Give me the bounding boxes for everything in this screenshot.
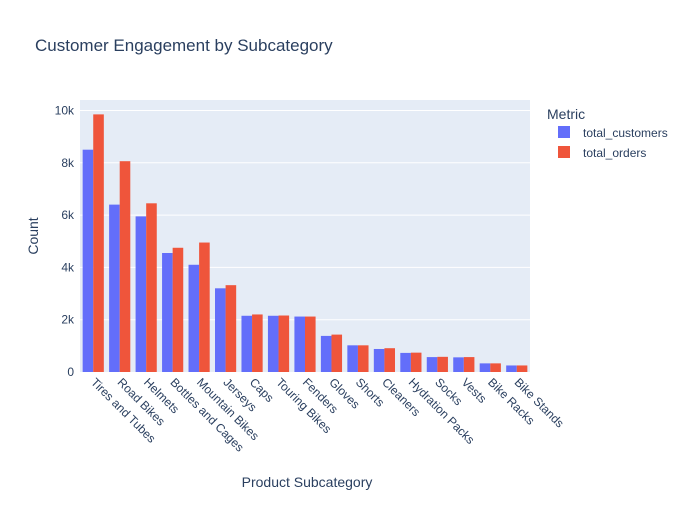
chart-title: Customer Engagement by Subcategory bbox=[35, 36, 333, 55]
bar-total_orders[interactable] bbox=[199, 242, 210, 372]
bar-total_orders[interactable] bbox=[331, 334, 343, 372]
bar-total_customers[interactable] bbox=[267, 315, 279, 372]
bar-total_customers[interactable] bbox=[506, 365, 517, 372]
bar-total_customers[interactable] bbox=[400, 352, 411, 372]
bar-total_customers[interactable] bbox=[215, 288, 226, 372]
bar-total_orders[interactable] bbox=[437, 356, 448, 372]
y-tick-label: 4k bbox=[61, 260, 75, 274]
legend-swatch[interactable] bbox=[558, 126, 570, 138]
bar-total_customers[interactable] bbox=[135, 216, 147, 372]
bar-total_customers[interactable] bbox=[82, 149, 94, 372]
bar-total_customers[interactable] bbox=[320, 335, 332, 372]
bar-total_orders[interactable] bbox=[278, 315, 290, 372]
bar-total_customers[interactable] bbox=[373, 348, 385, 372]
bar-total_customers[interactable] bbox=[294, 316, 305, 372]
bar-total_orders[interactable] bbox=[305, 316, 316, 372]
bar-total_orders[interactable] bbox=[172, 247, 184, 372]
bar-total_customers[interactable] bbox=[109, 204, 120, 372]
bar-total_customers[interactable] bbox=[241, 315, 253, 372]
legend-title: Metric bbox=[547, 106, 585, 122]
legend-swatch[interactable] bbox=[558, 146, 570, 158]
bar-total_orders[interactable] bbox=[410, 352, 422, 372]
y-axis-label: Count bbox=[25, 217, 41, 254]
y-tick-label: 0 bbox=[67, 365, 74, 379]
y-tick-label: 8k bbox=[61, 156, 75, 170]
bar-total_orders[interactable] bbox=[357, 345, 369, 372]
bar-total_customers[interactable] bbox=[426, 357, 438, 372]
bar-total_orders[interactable] bbox=[225, 285, 237, 372]
bar-total_orders[interactable] bbox=[463, 357, 475, 372]
bar-total_orders[interactable] bbox=[490, 363, 501, 372]
y-tick-label: 6k bbox=[61, 208, 75, 222]
bar-total_customers[interactable] bbox=[453, 357, 464, 372]
bar-total_orders[interactable] bbox=[119, 161, 131, 372]
x-axis-label: Product Subcategory bbox=[242, 474, 373, 490]
x-tick-label: Vests bbox=[459, 375, 490, 406]
bar-total_customers[interactable] bbox=[162, 253, 173, 372]
bar-total_orders[interactable] bbox=[252, 314, 263, 372]
bar-total_orders[interactable] bbox=[146, 203, 157, 372]
bar-total_orders[interactable] bbox=[93, 114, 104, 372]
y-tick-label: 10k bbox=[55, 103, 75, 117]
bar-total_customers[interactable] bbox=[188, 264, 200, 372]
legend-label[interactable]: total_orders bbox=[583, 146, 646, 160]
y-tick-label: 2k bbox=[61, 313, 75, 327]
legend-label[interactable]: total_customers bbox=[583, 126, 668, 140]
bar-total_orders[interactable] bbox=[516, 365, 528, 372]
bar-total_customers[interactable] bbox=[479, 363, 491, 372]
legend: Metric total_customers total_orders bbox=[547, 106, 668, 160]
bar-total_customers[interactable] bbox=[347, 345, 358, 372]
bar-total_orders[interactable] bbox=[384, 348, 395, 372]
